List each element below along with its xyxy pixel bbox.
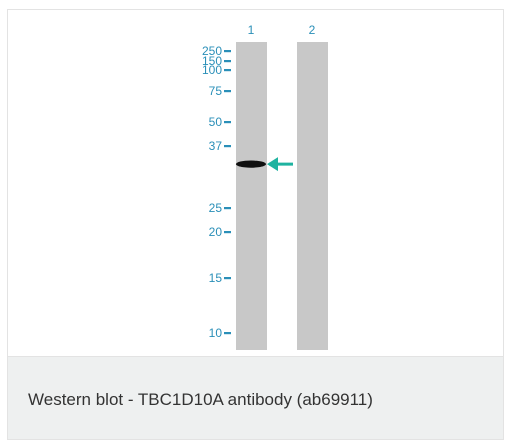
protein-band bbox=[236, 160, 266, 168]
marker-label-25: 25 bbox=[209, 201, 223, 215]
western-blot-figure: 1 2 250 150 100 75 50 37 25 20 15 10 bbox=[8, 10, 503, 356]
marker-label-50: 50 bbox=[209, 115, 223, 129]
marker-tick-75 bbox=[224, 90, 231, 93]
marker-label-100: 100 bbox=[202, 63, 222, 77]
marker-label-75: 75 bbox=[209, 84, 223, 98]
caption-bar: Western blot - TBC1D10A antibody (ab6991… bbox=[8, 356, 503, 439]
marker-label-37: 37 bbox=[209, 139, 223, 153]
marker-label-10: 10 bbox=[209, 326, 223, 340]
marker-label-15: 15 bbox=[209, 271, 223, 285]
lane-2 bbox=[297, 42, 328, 350]
lane-label-2: 2 bbox=[309, 23, 316, 37]
lane-1 bbox=[236, 42, 267, 350]
marker-tick-10 bbox=[224, 332, 231, 335]
marker-tick-20 bbox=[224, 231, 231, 234]
figure-card: 1 2 250 150 100 75 50 37 25 20 15 10 Western blot… bbox=[7, 9, 504, 440]
marker-tick-150 bbox=[224, 60, 231, 63]
marker-label-250: 250 bbox=[202, 44, 222, 58]
figure-caption: Western blot - TBC1D10A antibody (ab6991… bbox=[28, 390, 373, 409]
marker-tick-37 bbox=[224, 145, 231, 148]
marker-tick-100 bbox=[224, 69, 231, 72]
band-arrow-icon bbox=[267, 157, 293, 172]
marker-label-150: 150 bbox=[202, 54, 222, 68]
marker-tick-250 bbox=[224, 50, 231, 53]
marker-tick-50 bbox=[224, 121, 231, 124]
marker-tick-15 bbox=[224, 277, 231, 280]
marker-tick-25 bbox=[224, 207, 231, 210]
lane-label-1: 1 bbox=[248, 23, 255, 37]
marker-label-20: 20 bbox=[209, 225, 223, 239]
